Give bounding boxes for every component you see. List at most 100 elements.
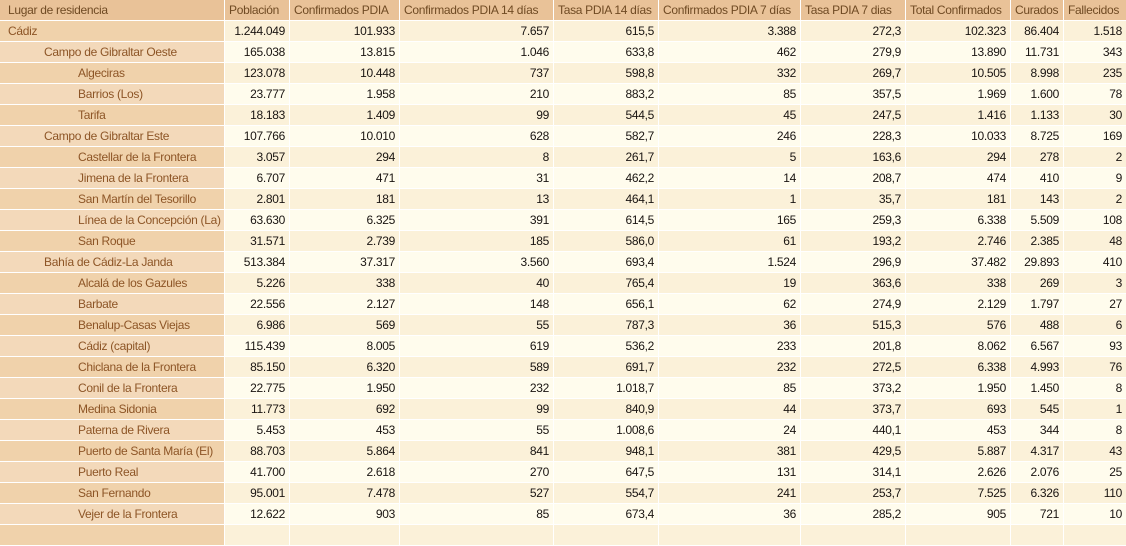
table-row: San Roque 31.571 2.739 185 586,0 61 193,2 2.746… bbox=[0, 231, 1126, 251]
value-cell: 76 bbox=[1064, 357, 1126, 377]
value-cell: 1.797 bbox=[1011, 294, 1063, 314]
value-cell: 2.626 bbox=[906, 462, 1010, 482]
value-cell: 232 bbox=[400, 378, 553, 398]
value-cell: 1 bbox=[659, 189, 800, 209]
column-header-6: Tasa PDIA 7 dias bbox=[801, 0, 905, 20]
value-cell: 737 bbox=[400, 63, 553, 83]
value-cell: 381 bbox=[659, 441, 800, 461]
value-cell: 13 bbox=[400, 189, 553, 209]
table-row: Campo de Gibraltar Este 107.766 10.010 628 5… bbox=[0, 126, 1126, 146]
table-row: Benalup-Casas Viejas 6.986 569 55 787,3 36 515… bbox=[0, 315, 1126, 335]
value-cell: 61 bbox=[659, 231, 800, 251]
value-cell: 5 bbox=[659, 147, 800, 167]
value-cell: 1.518 bbox=[1064, 21, 1126, 41]
value-cell: 903 bbox=[290, 504, 399, 524]
value-cell: 721 bbox=[1011, 504, 1063, 524]
value-cell: 6.326 bbox=[1011, 483, 1063, 503]
value-cell: 181 bbox=[290, 189, 399, 209]
value-cell: 19 bbox=[659, 273, 800, 293]
value-cell: 1.524 bbox=[659, 252, 800, 272]
value-cell: 108 bbox=[1064, 210, 1126, 230]
value-cell: 338 bbox=[290, 273, 399, 293]
value-cell: 6.338 bbox=[906, 210, 1010, 230]
table-row: Conil de la Frontera 22.775 1.950 232 1.018,… bbox=[0, 378, 1126, 398]
value-cell: 22.556 bbox=[225, 294, 289, 314]
value-cell bbox=[1064, 525, 1126, 545]
value-cell: 673,4 bbox=[554, 504, 658, 524]
value-cell: 615,5 bbox=[554, 21, 658, 41]
value-cell: 274,9 bbox=[801, 294, 905, 314]
value-cell: 210 bbox=[400, 84, 553, 104]
value-cell: 544,5 bbox=[554, 105, 658, 125]
value-cell: 99 bbox=[400, 399, 553, 419]
header-row: Lugar de residencia Población Confirmados … bbox=[0, 0, 1126, 20]
value-cell: 22.775 bbox=[225, 378, 289, 398]
value-cell: 471 bbox=[290, 168, 399, 188]
value-cell: 2.746 bbox=[906, 231, 1010, 251]
value-cell: 27 bbox=[1064, 294, 1126, 314]
table-row: Chiclana de la Frontera 85.150 6.320 589 691… bbox=[0, 357, 1126, 377]
value-cell: 462,2 bbox=[554, 168, 658, 188]
value-cell: 88.703 bbox=[225, 441, 289, 461]
place-name: San Fernando bbox=[0, 483, 224, 503]
place-name: Castellar de la Frontera bbox=[0, 147, 224, 167]
value-cell: 14 bbox=[659, 168, 800, 188]
value-cell: 10.010 bbox=[290, 126, 399, 146]
place-name: San Roque bbox=[0, 231, 224, 251]
value-cell: 3.560 bbox=[400, 252, 553, 272]
value-cell: 8.005 bbox=[290, 336, 399, 356]
value-cell: 95.001 bbox=[225, 483, 289, 503]
value-cell: 233 bbox=[659, 336, 800, 356]
place-name: Benalup-Casas Viejas bbox=[0, 315, 224, 335]
value-cell: 332 bbox=[659, 63, 800, 83]
value-cell: 5.509 bbox=[1011, 210, 1063, 230]
value-cell: 1.600 bbox=[1011, 84, 1063, 104]
place-name bbox=[0, 525, 224, 545]
value-cell: 37.482 bbox=[906, 252, 1010, 272]
value-cell: 36 bbox=[659, 315, 800, 335]
value-cell: 278 bbox=[1011, 147, 1063, 167]
value-cell: 85.150 bbox=[225, 357, 289, 377]
value-cell: 2.127 bbox=[290, 294, 399, 314]
value-cell: 536,2 bbox=[554, 336, 658, 356]
value-cell: 692 bbox=[290, 399, 399, 419]
value-cell: 4.993 bbox=[1011, 357, 1063, 377]
value-cell: 373,2 bbox=[801, 378, 905, 398]
value-cell: 693 bbox=[906, 399, 1010, 419]
place-name: Bahía de Cádiz-La Janda bbox=[0, 252, 224, 272]
value-cell: 163,6 bbox=[801, 147, 905, 167]
value-cell: 2 bbox=[1064, 189, 1126, 209]
value-cell: 1.008,6 bbox=[554, 420, 658, 440]
value-cell: 232 bbox=[659, 357, 800, 377]
value-cell: 55 bbox=[400, 420, 553, 440]
place-name: Puerto Real bbox=[0, 462, 224, 482]
value-cell: 185 bbox=[400, 231, 553, 251]
value-cell: 1.950 bbox=[290, 378, 399, 398]
value-cell: 462 bbox=[659, 42, 800, 62]
column-header-7: Total Confirmados bbox=[906, 0, 1010, 20]
value-cell: 513.384 bbox=[225, 252, 289, 272]
value-cell: 488 bbox=[1011, 315, 1063, 335]
value-cell: 8 bbox=[1064, 420, 1126, 440]
value-cell: 45 bbox=[659, 105, 800, 125]
table-row: Algeciras 123.078 10.448 737 598,8 332 269,7 10… bbox=[0, 63, 1126, 83]
column-header-8: Curados bbox=[1011, 0, 1063, 20]
value-cell bbox=[554, 525, 658, 545]
value-cell: 3.057 bbox=[225, 147, 289, 167]
value-cell: 628 bbox=[400, 126, 553, 146]
place-name: Barbate bbox=[0, 294, 224, 314]
place-name: San Martín del Tesorillo bbox=[0, 189, 224, 209]
value-cell: 25 bbox=[1064, 462, 1126, 482]
value-cell: 948,1 bbox=[554, 441, 658, 461]
value-cell: 10.448 bbox=[290, 63, 399, 83]
value-cell: 883,2 bbox=[554, 84, 658, 104]
place-name: Campo de Gibraltar Este bbox=[0, 126, 224, 146]
value-cell: 582,7 bbox=[554, 126, 658, 146]
value-cell: 43 bbox=[1064, 441, 1126, 461]
value-cell: 269,7 bbox=[801, 63, 905, 83]
table-row: Barbate 22.556 2.127 148 656,1 62 274,9 2.129 1.… bbox=[0, 294, 1126, 314]
value-cell: 123.078 bbox=[225, 63, 289, 83]
value-cell: 30 bbox=[1064, 105, 1126, 125]
value-cell: 63.630 bbox=[225, 210, 289, 230]
